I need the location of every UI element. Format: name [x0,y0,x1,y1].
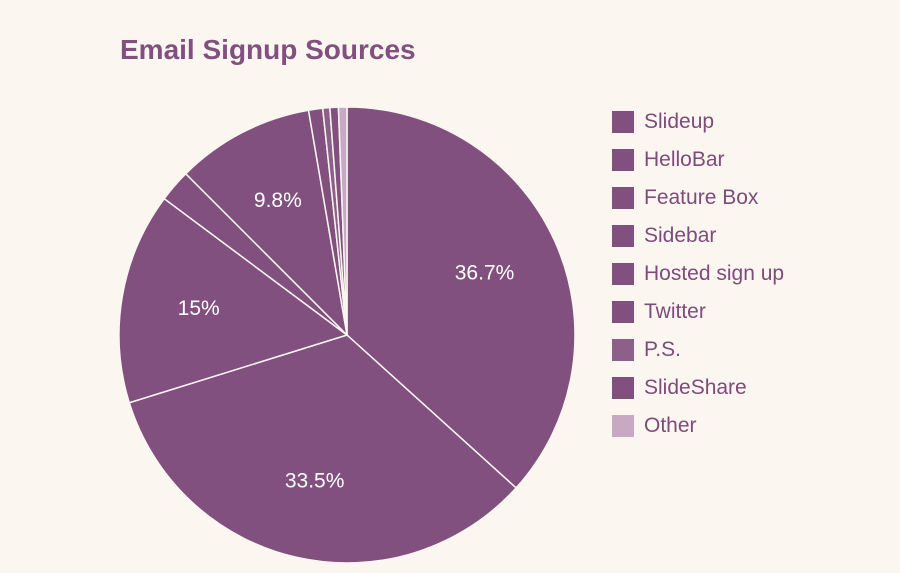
legend-swatch [612,301,634,323]
legend-label: Sidebar [644,224,717,247]
legend-swatch [612,339,634,361]
legend-label: Twitter [644,300,706,323]
legend-swatch [612,263,634,285]
legend-label: Other [644,414,697,437]
legend-label: P.S. [644,338,681,361]
legend-item-other: Other [612,407,784,445]
legend-item-slideup: Slideup [612,103,784,141]
legend-swatch [612,377,634,399]
legend-item-feature-box: Feature Box [612,179,784,217]
legend-item-hellobar: HelloBar [612,141,784,179]
legend-swatch [612,111,634,133]
legend-item-sidebar: Sidebar [612,217,784,255]
slice-label-slideup: 36.7% [455,261,515,284]
slice-label-hosted-sign-up: 9.8% [254,189,302,212]
legend-item-hosted-sign-up: Hosted sign up [612,255,784,293]
pie-slice-slideup [346,106,576,489]
legend-label: Slideup [644,110,715,133]
legend-label: Hosted sign up [644,262,785,285]
legend-label: HelloBar [644,148,725,171]
legend-item-p-s: P.S. [612,331,784,369]
slice-label-hellobar: 33.5% [285,470,345,493]
legend-label: SlideShare [644,376,747,399]
pie-slice-hosted-sign-up [184,109,349,338]
legend-swatch [612,225,634,247]
legend-swatch [612,187,634,209]
slice-label-feature-box: 15% [178,297,220,320]
legend-item-slideshare: SlideShare [612,369,784,407]
chart-title: Email Signup Sources [120,34,416,65]
pie-slice-other [337,106,348,336]
pie-slice-hellobar [128,334,518,564]
legend-swatch [612,149,634,171]
legend-swatch [612,415,634,437]
legend: Slideup HelloBar Feature Box Sidebar Hosted … [612,103,784,445]
pie-slice-feature-box [118,197,349,404]
legend-item-twitter: Twitter [612,293,784,331]
legend-label: Feature Box [644,186,759,209]
